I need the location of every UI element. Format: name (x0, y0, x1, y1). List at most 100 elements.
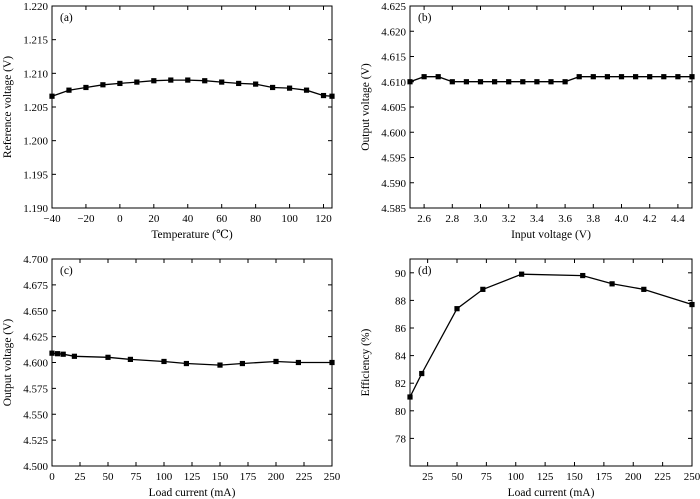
data-point (270, 84, 276, 91)
data-point (100, 82, 106, 88)
y-axis-label: Reference voltage (V) (2, 56, 14, 158)
y-tick-label: 1.190 (23, 203, 48, 215)
series-line (409, 273, 693, 398)
data-point (236, 80, 242, 87)
x-tick-label: 100 (281, 213, 298, 225)
x-tick-label: 40 (182, 213, 194, 225)
data-point (239, 360, 245, 367)
data-point (60, 351, 66, 357)
y-tick-label: 4.615 (381, 52, 406, 64)
x-tick-label: −40 (43, 213, 61, 225)
y-tick-label: 1.210 (23, 68, 48, 80)
x-tick-label: 225 (654, 471, 671, 483)
data-point (661, 74, 667, 80)
x-tick-label: 125 (537, 471, 554, 483)
x-tick-label: 175 (240, 471, 257, 483)
data-point (421, 74, 427, 80)
y-tick-label: 4.625 (23, 332, 48, 344)
x-tick-label: 60 (216, 213, 228, 225)
data-point (202, 78, 208, 84)
data-point (463, 79, 469, 85)
plot-frame (51, 5, 333, 209)
panel-label: (b) (418, 12, 432, 24)
data-point (219, 79, 225, 85)
data-point (407, 394, 413, 400)
y-tick-label: 90 (395, 268, 407, 280)
data-point (454, 306, 460, 312)
data-point (477, 79, 484, 85)
x-axis-label: Load current (mA) (508, 487, 595, 499)
data-point (419, 370, 425, 377)
data-point (506, 79, 512, 85)
data-point (134, 79, 140, 85)
panel-label: (c) (60, 265, 73, 277)
y-tick-label: 4.610 (381, 77, 406, 89)
y-tick-label: 4.550 (23, 409, 48, 421)
x-tick-label: 75 (131, 471, 143, 483)
y-tick-label: 1.200 (23, 136, 48, 148)
x-tick-label: 25 (75, 471, 87, 483)
series-line (51, 352, 332, 366)
x-tick-label: 250 (684, 471, 700, 483)
data-point (117, 80, 123, 87)
x-tick-label: 4.4 (671, 213, 685, 225)
y-axis-label: Output voltage (V) (2, 319, 14, 407)
y-tick-label: 1.205 (23, 102, 48, 114)
data-point (633, 74, 639, 80)
data-point (449, 79, 455, 85)
data-point (519, 271, 525, 277)
data-point (66, 87, 72, 93)
y-tick-label: 4.595 (381, 153, 406, 165)
x-tick-label: −20 (77, 213, 95, 225)
x-tick-label: 100 (508, 471, 525, 483)
data-point (295, 359, 301, 366)
y-tick-label: 4.500 (23, 461, 48, 473)
chart-panel-2: 2.6 2.8 3.0 3.2 3.4 3.6 3.8 4.0 4.2 4.4 4.585 4.590… (360, 1, 695, 241)
data-point (71, 353, 77, 359)
data-point (253, 81, 259, 87)
chart-panel-1: −40 −20 0 20 40 60 80 100 120 1.190 1.195 1.200 1.20… (2, 1, 335, 241)
panel-label: (a) (60, 12, 73, 24)
x-tick-label: 150 (212, 471, 229, 483)
y-tick-label: 4.590 (381, 178, 406, 190)
x-tick-label: 120 (315, 213, 332, 225)
x-tick-label: 0 (117, 213, 123, 225)
x-axis-label: Input voltage (V) (511, 229, 591, 241)
data-point (273, 358, 279, 365)
data-point (520, 79, 526, 85)
data-point (480, 286, 486, 292)
data-point (168, 77, 174, 83)
x-axis-label: Load current (mA) (149, 487, 236, 499)
y-tick-label: 1.215 (23, 35, 48, 47)
x-tick-label: 2.8 (445, 213, 459, 225)
x-tick-label: 25 (422, 471, 434, 483)
data-point (185, 77, 191, 83)
panel-label: (d) (418, 265, 432, 277)
data-point (590, 74, 596, 80)
y-tick-label: 4.525 (23, 435, 48, 447)
data-point (435, 74, 441, 80)
y-tick-label: 4.585 (381, 203, 406, 215)
data-point (161, 358, 167, 365)
x-tick-label: 4.2 (643, 213, 657, 225)
y-tick-label: 84 (395, 351, 407, 363)
x-axis-label: Temperature (℃) (151, 229, 233, 241)
y-axis-label: Output voltage (V) (360, 63, 372, 151)
data-point (689, 301, 695, 308)
data-point (151, 78, 157, 84)
x-tick-label: 175 (596, 471, 613, 483)
data-point (576, 74, 582, 80)
x-tick-label: 125 (184, 471, 201, 483)
data-point (609, 281, 615, 287)
x-tick-label: 200 (268, 471, 285, 483)
x-tick-label: 20 (148, 213, 160, 225)
x-tick-label: 75 (481, 471, 493, 483)
data-point (286, 85, 293, 91)
y-tick-label: 88 (395, 295, 407, 307)
plot-frame (409, 5, 693, 209)
x-tick-label: 80 (250, 213, 262, 225)
data-point (49, 350, 55, 356)
data-point (534, 79, 540, 85)
